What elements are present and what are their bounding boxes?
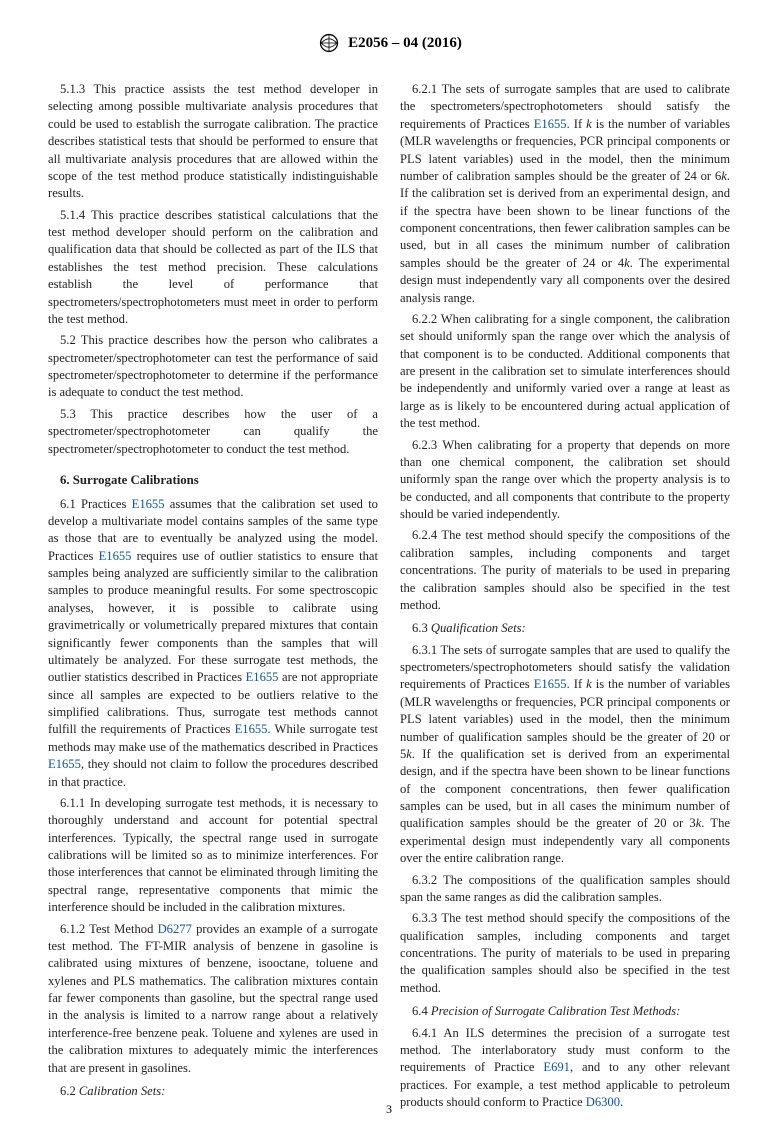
para-6-1: 6.1 Practices E1655 assumes that the cal… xyxy=(48,496,378,791)
para-6-3-2: 6.3.2 The compositions of the qualificat… xyxy=(400,872,730,907)
para-6-2-1: 6.2.1 The sets of surrogate samples that… xyxy=(400,81,730,307)
para-6-4-1: 6.4.1 An ILS determines the precision of… xyxy=(400,1025,730,1112)
subhead-6-3: 6.3 Qualification Sets: xyxy=(400,620,730,637)
ref-E1655[interactable]: E1655 xyxy=(246,670,279,684)
ref-E1655[interactable]: E1655 xyxy=(99,549,132,563)
para-6-2-2: 6.2.2 When calibrating for a single comp… xyxy=(400,311,730,433)
document-page: E2056 – 04 (2016) 5.1.3 This practice as… xyxy=(0,0,778,1131)
para-5-1-3: 5.1.3 This practice assists the test met… xyxy=(48,81,378,203)
para-6-2-4: 6.2.4 The test method should specify the… xyxy=(400,527,730,614)
ref-D6277[interactable]: D6277 xyxy=(158,922,192,936)
page-number: 3 xyxy=(0,1102,778,1117)
para-6-1-2: 6.1.2 Test Method D6277 provides an exam… xyxy=(48,921,378,1077)
header-line: E2056 – 04 (2016) xyxy=(316,32,462,54)
section-6-heading: 6. Surrogate Calibrations xyxy=(48,472,378,490)
ref-E1655[interactable]: E1655 xyxy=(235,722,268,736)
document-id: E2056 – 04 (2016) xyxy=(348,35,462,52)
para-5-3: 5.3 This practice describes how the user… xyxy=(48,406,378,458)
subhead-6-2: 6.2 Calibration Sets: xyxy=(48,1083,378,1100)
ref-E1655[interactable]: E1655 xyxy=(534,117,567,131)
subhead-6-4: 6.4 Precision of Surrogate Calibration T… xyxy=(400,1003,730,1020)
ref-E1655[interactable]: E1655 xyxy=(48,757,81,771)
para-6-2-3: 6.2.3 When calibrating for a property th… xyxy=(400,437,730,524)
ref-E1655[interactable]: E1655 xyxy=(132,497,165,511)
para-6-3-3: 6.3.3 The test method should specify the… xyxy=(400,910,730,997)
para-6-1-1: 6.1.1 In developing surrogate test metho… xyxy=(48,795,378,917)
astm-logo-icon xyxy=(316,32,342,54)
para-5-2: 5.2 This practice describes how the pers… xyxy=(48,332,378,402)
ref-E691[interactable]: E691 xyxy=(543,1060,570,1074)
para-5-1-4: 5.1.4 This practice describes statistica… xyxy=(48,207,378,329)
para-6-3-1: 6.3.1 The sets of surrogate samples that… xyxy=(400,642,730,868)
body-columns: 5.1.3 This practice assists the test met… xyxy=(48,81,730,1111)
page-header: E2056 – 04 (2016) xyxy=(48,32,730,59)
ref-E1655[interactable]: E1655 xyxy=(534,677,567,691)
